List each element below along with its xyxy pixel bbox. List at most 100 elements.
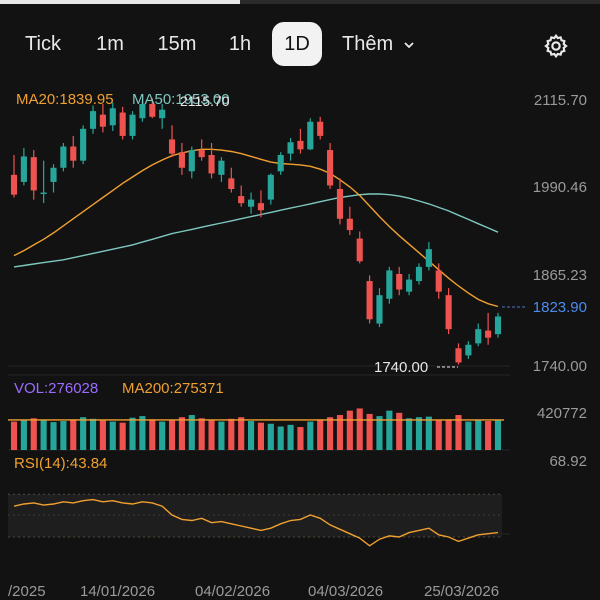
candle-body	[376, 295, 383, 324]
volume-bar	[99, 420, 106, 450]
ma50-polyline	[13, 193, 499, 268]
volume-bar	[178, 417, 185, 450]
rsi-label: RSI(14):43.84	[14, 455, 107, 472]
candle-body	[287, 142, 294, 154]
candle-body	[159, 109, 166, 119]
ma50-label: MA50:1953.00	[132, 91, 230, 108]
volume-bar	[475, 419, 482, 450]
volume-bar	[80, 417, 87, 450]
volume-bar	[406, 418, 413, 450]
candle-body	[406, 279, 413, 292]
volume-bar	[396, 412, 403, 450]
candle-body	[485, 330, 492, 338]
candle-body	[386, 270, 393, 299]
price-axis-label: 1865.23	[533, 267, 587, 284]
candle-body	[80, 128, 87, 161]
candle-body	[168, 139, 176, 154]
volume-bar	[60, 421, 67, 450]
candle-body	[327, 150, 334, 186]
volume-bar	[376, 416, 383, 450]
high-price-label: 2115.70	[180, 93, 230, 109]
ma20-line	[13, 148, 499, 308]
candle-body	[396, 273, 403, 290]
tab-1h[interactable]: 1h	[228, 33, 252, 55]
candle-body	[198, 150, 205, 158]
candle-body	[50, 167, 57, 182]
candle-body	[415, 266, 423, 282]
loading-progress-fill	[0, 0, 240, 4]
candle-body	[238, 196, 245, 204]
volume-axis-label: 420772	[537, 405, 587, 422]
candle-body	[465, 344, 472, 356]
volume-bar	[415, 417, 423, 450]
volume-bar	[30, 418, 37, 450]
candle-body	[99, 114, 106, 127]
tab-1d[interactable]: 1D	[272, 22, 322, 66]
volume-bar	[445, 419, 452, 450]
candle-body	[218, 160, 225, 175]
volume-bar	[435, 420, 442, 450]
tab-15m[interactable]: 15m	[157, 33, 197, 55]
volume-bar	[159, 421, 166, 450]
volume-bar	[297, 427, 304, 450]
date-label: 14/01/2026	[80, 583, 155, 600]
ma20-label: MA20:1839.95	[16, 91, 114, 108]
date-label: 04/02/2026	[195, 583, 270, 600]
date-label: 25/03/2026	[424, 583, 499, 600]
volume-bar	[228, 418, 235, 450]
volume-bar	[40, 420, 47, 450]
volume-bar	[168, 420, 176, 450]
volume-bar	[129, 417, 136, 450]
ma50-line	[13, 193, 499, 268]
candle-body	[178, 152, 185, 168]
loading-progress-bar	[0, 0, 600, 4]
gear-icon[interactable]	[543, 33, 569, 59]
candle-body	[129, 114, 136, 136]
last-price-label: 1823.90	[533, 299, 587, 316]
volume-bar	[149, 419, 156, 450]
price-candles	[10, 98, 502, 365]
candle-body	[139, 104, 146, 119]
rsi-polyline	[13, 498, 499, 547]
price-axis-label: 1990.46	[533, 179, 587, 196]
candle-body	[277, 155, 284, 172]
candle-body	[356, 238, 363, 262]
candle-body	[435, 270, 442, 292]
volume-bar	[208, 419, 215, 450]
candle-body	[455, 348, 462, 363]
candle-body	[60, 146, 67, 168]
candle-body	[70, 146, 77, 161]
volume-bar	[317, 419, 324, 450]
candle-body	[228, 178, 235, 189]
volume-bar	[366, 413, 373, 450]
candle-body	[475, 329, 482, 344]
candle-body	[336, 188, 344, 219]
more-timeframes-dropdown[interactable]: Thêm	[342, 22, 415, 66]
volume-bar	[494, 419, 502, 450]
volume-bar	[119, 422, 126, 450]
volume-bar	[218, 421, 225, 450]
volume-bar	[336, 415, 344, 450]
candle-body	[494, 316, 502, 335]
volume-bar	[50, 422, 57, 450]
volume-bar	[139, 416, 146, 450]
volume-bar	[425, 416, 432, 450]
volume-bar	[109, 421, 116, 450]
volume-bar	[247, 421, 255, 450]
volume-bar	[238, 417, 245, 450]
candlestick-chart[interactable]: MA20:1839.95 MA50:1953.00 2115.70 1740.0…	[0, 70, 600, 600]
volume-bar	[188, 415, 195, 450]
volume-bar	[465, 421, 472, 450]
candle-body	[307, 121, 314, 150]
candle-body	[346, 218, 353, 231]
rsi-axis-label: 68.92	[549, 453, 587, 470]
volume-bar	[386, 410, 393, 450]
candle-body	[247, 199, 255, 207]
tab-1m[interactable]: 1m	[96, 33, 124, 55]
volume-bar	[277, 426, 284, 450]
volume-bar	[455, 415, 462, 450]
candle-body	[366, 281, 373, 320]
tab-tick[interactable]: Tick	[25, 33, 61, 55]
more-label: Thêm	[342, 33, 394, 55]
volume-bar	[70, 419, 77, 450]
